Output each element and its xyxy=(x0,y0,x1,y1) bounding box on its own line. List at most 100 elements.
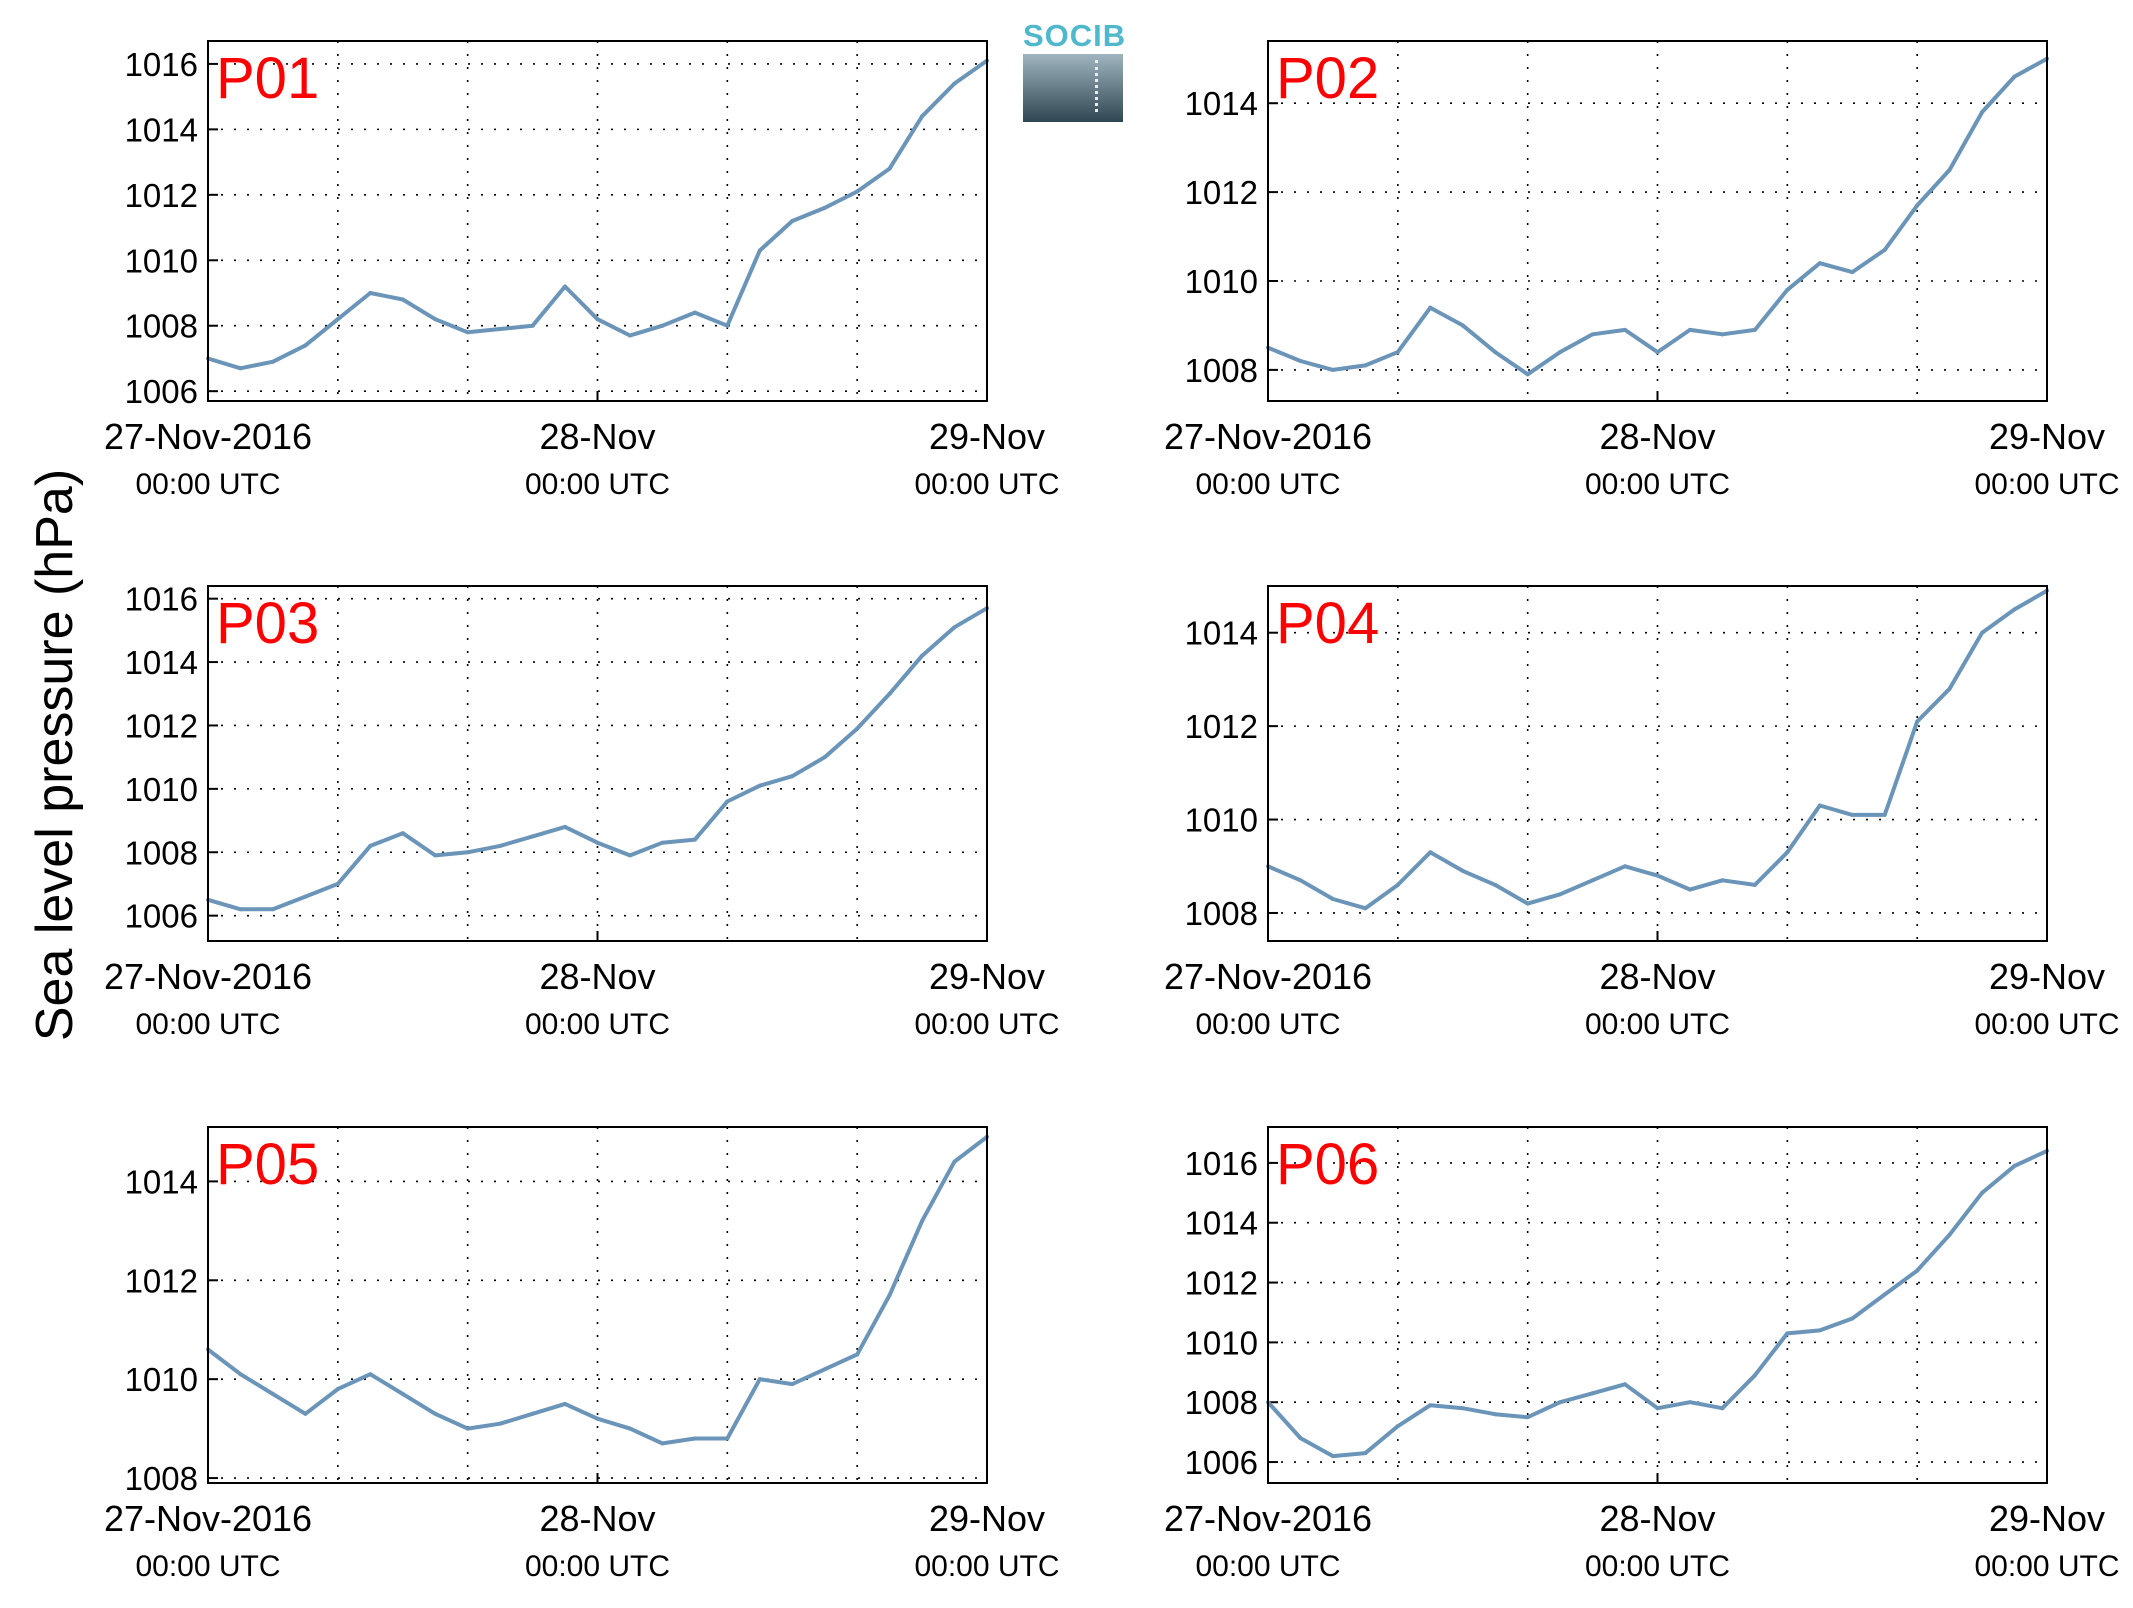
data-point xyxy=(2012,74,2017,79)
x-tick-date: 27-Nov-2016 xyxy=(104,1498,312,1539)
x-tick-time: 00:00 UTC xyxy=(1195,1008,1340,1041)
y-tick-label: 1012 xyxy=(125,177,198,214)
y-tick-label: 1012 xyxy=(125,1262,198,1299)
data-point xyxy=(530,1411,535,1416)
data-point xyxy=(1947,686,1952,691)
x-tick-time: 00:00 UTC xyxy=(525,468,670,501)
x-tick-date: 29-Nov xyxy=(929,1498,1045,1539)
y-grid: 1006 1008 1010 1012 1014 1016 xyxy=(1185,1145,2047,1481)
data-point xyxy=(660,323,665,328)
x-tick-time: 00:00 UTC xyxy=(525,1008,670,1041)
y-tick-label: 1008 xyxy=(1185,352,1258,389)
x-tick-date: 29-Nov xyxy=(1989,416,2105,457)
data-point xyxy=(1655,1406,1660,1411)
panel-label: P06 xyxy=(1276,1132,1379,1197)
y-axis-label: Sea level pressure (hPa) xyxy=(26,469,84,1041)
data-point xyxy=(563,1401,568,1406)
data-point xyxy=(920,653,925,658)
data-point xyxy=(303,343,308,348)
data-point xyxy=(1817,803,1822,808)
data-point xyxy=(1850,270,1855,275)
data-point xyxy=(822,205,827,210)
data-point xyxy=(725,323,730,328)
logo-graphic xyxy=(1023,54,1123,122)
data-point xyxy=(887,691,892,696)
data-point xyxy=(952,1159,957,1164)
data-point xyxy=(400,297,405,302)
data-points xyxy=(1266,56,2049,377)
data-point xyxy=(335,1387,340,1392)
x-tick-labels: 27-Nov-2016 00:00 UTC 28-Nov 00:00 UTC 29-No… xyxy=(104,391,1060,501)
y-tick-label: 1008 xyxy=(125,1460,198,1497)
data-point xyxy=(725,1436,730,1441)
panel-label: P03 xyxy=(216,591,319,656)
data-point xyxy=(1590,1391,1595,1396)
data-point xyxy=(1558,350,1563,355)
x-tick-date: 27-Nov-2016 xyxy=(104,956,312,997)
data-point xyxy=(270,907,275,912)
x-tick-time: 00:00 UTC xyxy=(914,1550,1059,1583)
x-tick-labels: 27-Nov-2016 00:00 UTC 28-Nov 00:00 UTC 29-No… xyxy=(1164,931,2120,1041)
x-tick-time: 00:00 UTC xyxy=(1974,468,2119,501)
data-point xyxy=(1298,359,1303,363)
y-grid: 1008 1010 1012 1014 xyxy=(1185,85,2047,389)
x-grid xyxy=(1397,1127,1918,1483)
data-point xyxy=(433,853,438,858)
y-grid: 1008 1010 1012 1014 xyxy=(1185,615,2047,932)
charts: 1006 1008 1010 1012 1014 1016 P01 27-Nov-2016 00… xyxy=(104,40,2120,1583)
logo-mast xyxy=(1095,60,1098,112)
logo-text: SOCIB xyxy=(1023,18,1127,53)
data-point xyxy=(1882,247,1887,252)
socib-logo: SOCIB xyxy=(1023,18,1127,122)
chart-panel-6: 1006 1008 1010 1012 1014 1016 P06 27-Nov-2016 00… xyxy=(1164,1126,2120,1583)
data-point xyxy=(1817,261,1822,266)
y-tick-label: 1010 xyxy=(1185,802,1258,839)
data-point xyxy=(790,1382,795,1387)
data-point xyxy=(1623,327,1628,332)
x-tick-date: 29-Nov xyxy=(1989,1498,2105,1539)
data-point xyxy=(1720,878,1725,883)
data-point xyxy=(1947,167,1952,172)
y-tick-label: 1012 xyxy=(1185,174,1258,211)
x-tick-date: 27-Nov-2016 xyxy=(1164,1498,1372,1539)
data-point xyxy=(1525,901,1530,906)
y-tick-label: 1016 xyxy=(125,581,198,618)
x-tick-time: 00:00 UTC xyxy=(525,1550,670,1583)
data-point xyxy=(757,1377,762,1382)
y-tick-label: 1012 xyxy=(1185,708,1258,745)
y-tick-label: 1012 xyxy=(125,707,198,744)
panel-label: P04 xyxy=(1276,591,1379,656)
data-point xyxy=(465,1426,470,1431)
data-point xyxy=(1590,878,1595,883)
y-tick-label: 1008 xyxy=(1185,1384,1258,1421)
y-tick-label: 1014 xyxy=(125,1163,198,1200)
data-point xyxy=(595,840,600,845)
data-point xyxy=(400,1392,405,1396)
x-tick-date: 28-Nov xyxy=(1599,956,1715,997)
x-tick-date: 28-Nov xyxy=(1599,1498,1715,1539)
data-point xyxy=(270,1392,275,1396)
data-point xyxy=(725,799,730,804)
x-tick-time: 00:00 UTC xyxy=(1585,1550,1730,1583)
x-grid xyxy=(1397,586,1918,941)
data-point xyxy=(627,333,632,338)
data-point xyxy=(1428,305,1433,310)
data-point xyxy=(887,1293,892,1298)
data-point xyxy=(2012,1163,2017,1168)
y-tick-label: 1006 xyxy=(125,373,198,410)
data-point xyxy=(303,894,308,899)
data-point xyxy=(498,327,503,331)
data-point xyxy=(855,1352,860,1357)
x-tick-time: 00:00 UTC xyxy=(1195,1550,1340,1583)
y-tick-label: 1008 xyxy=(125,834,198,871)
data-point xyxy=(790,219,795,223)
x-grid xyxy=(1397,41,1918,401)
data-point xyxy=(1330,1454,1335,1459)
data-point xyxy=(1428,850,1433,855)
data-point xyxy=(1298,878,1303,883)
data-point xyxy=(1687,327,1692,332)
data-point xyxy=(1915,719,1920,724)
data-point xyxy=(1395,1424,1400,1429)
data-point xyxy=(1752,327,1757,332)
